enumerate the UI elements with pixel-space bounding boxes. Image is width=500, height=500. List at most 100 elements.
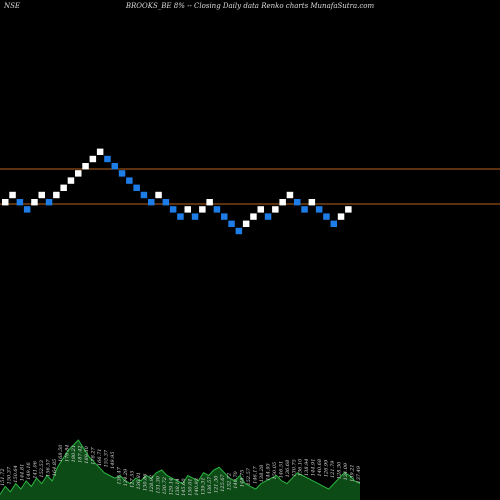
down-brick: [323, 213, 330, 220]
volume-label: 121.79: [330, 460, 336, 478]
up-brick: [250, 213, 257, 220]
exchange-label: NSE: [4, 2, 21, 10]
up-brick: [199, 206, 206, 213]
volume-label: 130.72: [162, 477, 168, 495]
volume-label: 134.09: [343, 462, 349, 480]
volume-label: 180.21: [71, 445, 77, 463]
volume-label: 150.01: [188, 478, 194, 496]
down-brick: [148, 199, 155, 206]
volume-label: 129.14: [168, 478, 174, 496]
up-brick: [53, 191, 60, 199]
up-brick: [9, 191, 16, 199]
down-brick: [221, 213, 228, 220]
volume-label: 136.81: [136, 472, 142, 490]
volume-label: 152.53: [39, 460, 45, 478]
volume-label: 149.16: [26, 462, 32, 480]
volume-label: 126.99: [324, 459, 330, 477]
up-brick: [279, 199, 286, 206]
volume-labels: 151.72 150.37 150.64 144.81 149.16 141.06 152.…: [0, 444, 362, 496]
volume-label: 136.10: [298, 458, 304, 476]
up-brick: [184, 206, 191, 213]
down-brick: [45, 199, 53, 206]
volume-label: 138.94: [304, 459, 310, 477]
volume-label: 150.64: [13, 465, 19, 483]
volume-label: 136.68: [285, 460, 291, 478]
down-brick: [162, 199, 170, 206]
volume-label: 144.93: [265, 463, 271, 481]
down-brick: [16, 199, 24, 206]
up-brick: [257, 206, 264, 213]
down-brick: [111, 163, 118, 170]
down-brick: [264, 213, 272, 220]
down-brick: [177, 213, 184, 220]
up-brick: [242, 220, 250, 227]
up-brick: [308, 199, 316, 206]
down-brick: [228, 220, 235, 227]
volume-label: 176.84: [65, 445, 71, 463]
up-brick: [89, 155, 97, 163]
chart-title: BROOKS_BE 8% -- Closing Daily data Renko…: [125, 2, 375, 10]
up-brick: [31, 199, 38, 206]
volume-label: 155.37: [104, 449, 110, 467]
volume-label: 138.14: [175, 478, 181, 496]
volume-line: [0, 439, 361, 495]
volume-label: 125.67: [220, 473, 226, 491]
volume-label: 134.29: [123, 468, 129, 486]
down-brick: [104, 155, 111, 163]
down-brick: [301, 206, 308, 213]
volume-label: 146.17: [252, 466, 258, 484]
volume-label: 168.50: [58, 444, 64, 462]
renko-bricks: [2, 148, 352, 235]
volume-label: 156.57: [45, 458, 51, 476]
down-brick: [23, 206, 31, 213]
volume-label: 136.47: [117, 466, 123, 484]
volume-label: 140.68: [317, 459, 323, 477]
volume-label: 149.95: [110, 451, 116, 469]
volume-area: [0, 439, 361, 500]
volume-label: 152.57: [246, 467, 252, 485]
down-brick: [191, 213, 199, 220]
down-brick: [213, 206, 221, 213]
volume-label: 128.30: [337, 461, 343, 479]
volume-label: 145.60: [181, 478, 187, 496]
volume-fill: [0, 440, 360, 500]
volume-label: 144.81: [19, 464, 25, 482]
volume-label: 164.85: [52, 459, 58, 477]
up-brick: [82, 163, 89, 170]
volume-label: 121.30: [214, 475, 220, 493]
volume-label: 187.42: [78, 445, 84, 463]
up-brick: [345, 206, 352, 213]
down-brick: [118, 170, 126, 177]
up-brick: [206, 199, 213, 206]
volume-label: 138.28: [259, 465, 265, 483]
volume-label: 130.86: [142, 473, 148, 491]
volume-label: 166.71: [97, 449, 103, 467]
down-brick: [235, 227, 243, 235]
volume-label: 131.30: [155, 475, 161, 493]
up-brick: [337, 213, 345, 220]
up-brick: [155, 191, 162, 199]
volume-label: 136.57: [207, 476, 213, 494]
down-brick: [330, 220, 337, 227]
up-brick: [272, 206, 279, 213]
down-brick: [294, 199, 301, 206]
volume-label: 139.21: [350, 464, 356, 482]
up-brick: [67, 177, 75, 184]
down-brick: [169, 206, 177, 213]
volume-label: 128.92: [149, 475, 155, 493]
volume-label: 178.27: [91, 446, 97, 464]
down-brick: [315, 206, 323, 213]
volume-label: 139.31: [201, 477, 207, 495]
volume-label: 130.75: [291, 459, 297, 477]
volume-label: 150.05: [272, 462, 278, 480]
down-brick: [140, 191, 148, 199]
down-brick: [126, 177, 133, 184]
volume-label: 144.91: [311, 459, 317, 477]
up-brick: [60, 184, 67, 191]
volume-label: 127.55: [129, 470, 135, 488]
volume-label: 140.70: [233, 470, 239, 488]
up-brick: [2, 199, 9, 206]
volume-label: 132.72: [227, 473, 233, 491]
volume-label: 189.30: [84, 445, 90, 463]
